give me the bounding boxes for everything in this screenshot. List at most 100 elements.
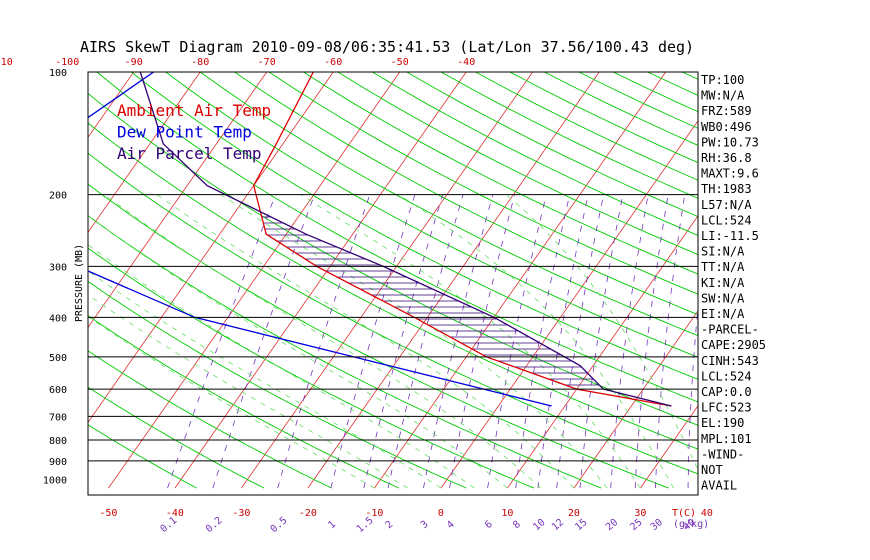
bottom-temp-tick-label: 20 <box>568 508 580 519</box>
mixing-ratio-line <box>449 194 515 489</box>
index-label: CINH:543 <box>701 354 759 368</box>
mixing-ratio-line <box>687 303 698 489</box>
top-temp-tick-label: -60 <box>324 57 342 68</box>
mixing-ratio-line <box>487 194 547 489</box>
isotherm-line <box>0 72 1 488</box>
top-temp-tick-label: -100 <box>55 57 79 68</box>
dry-adiabat-line <box>372 72 698 236</box>
dry-adiabat-line <box>337 72 698 256</box>
index-label: EL:190 <box>701 416 744 430</box>
mixing-ratio-tick-label: 25 <box>628 517 644 533</box>
mixing-ratio-line <box>387 194 464 489</box>
index-label: FRZ:589 <box>701 104 752 118</box>
bottom-temp-tick-label: -10 <box>365 508 383 519</box>
dry-adiabat-line <box>88 386 265 489</box>
pressure-tick-label: 300 <box>49 262 67 273</box>
dry-adiabat-line <box>199 72 698 337</box>
dry-adiabat-line <box>165 72 698 358</box>
mixing-ratio-tick-label: 0.5 <box>269 515 290 535</box>
isotherm-line <box>507 215 698 489</box>
pressure-tick-label: 700 <box>49 412 67 423</box>
dry-adiabat-line <box>88 152 698 475</box>
index-label: LCL:524 <box>701 213 752 227</box>
index-label: PW:10.73 <box>701 135 759 149</box>
moist-adiabat-line <box>104 194 541 489</box>
moist-adiabat-line <box>88 270 442 489</box>
bottom-temp-tick-label: 40 <box>701 508 713 519</box>
top-temp-tick-label: -90 <box>125 57 143 68</box>
mixing-ratio-tick-label: 10 <box>531 517 547 533</box>
isotherm-line <box>88 72 334 423</box>
pressure-tick-label: 100 <box>49 68 67 79</box>
pressure-tick-labels: 100 200 300 400 500 600 700 800 900 1000 <box>43 68 67 487</box>
index-label: KI:N/A <box>701 276 745 290</box>
index-label: LCL:524 <box>701 369 752 383</box>
mixing-ratio-line <box>556 194 604 489</box>
index-label: TP:100 <box>701 73 744 87</box>
legend-entry: Ambient Air Temp <box>117 101 271 120</box>
isotherm-line <box>88 72 201 233</box>
index-label: SW:N/A <box>701 291 745 305</box>
pressure-tick-label: 900 <box>49 457 67 468</box>
mixing-ratio-line <box>579 194 624 489</box>
mixing-ratio-tick-label: 0.2 <box>204 515 225 535</box>
pressure-tick-label: 400 <box>49 313 67 324</box>
bottom-temp-tick-label: 10 <box>501 508 513 519</box>
legend-entry: Air Parcel Temp <box>117 144 262 163</box>
index-label: LI:-11.5 <box>701 229 759 243</box>
index-label: CAP:0.0 <box>701 385 752 399</box>
index-label: WB0:496 <box>701 120 752 134</box>
dry-adiabat-line <box>751 72 870 488</box>
index-label: SI:N/A <box>701 245 745 259</box>
index-label: CAPE:2905 <box>701 338 766 352</box>
moist-adiabat-line <box>88 244 475 489</box>
dry-adiabat-line <box>88 247 535 489</box>
bottom-temp-tick-label: -30 <box>232 508 250 519</box>
mixing-ratio-line <box>423 194 494 489</box>
dry-adiabat-line <box>509 72 698 164</box>
bottom-temp-tick-label: -50 <box>99 508 117 519</box>
top-temp-tick-labels: -120-110-100-90-80-70-60-50-40 <box>0 57 475 68</box>
index-label: -PARCEL- <box>701 323 759 337</box>
dry-adiabat-line <box>88 424 197 489</box>
bottom-temp-tick-labels: -50 -40 -30 -20 -10 0 10 20 30 40 <box>99 508 713 519</box>
mixing-ratio-tick-label: 20 <box>604 517 620 533</box>
mixing-ratio-line <box>167 194 276 489</box>
isobars <box>88 194 698 462</box>
moist-adiabat-line <box>156 194 575 489</box>
isotherm-line <box>108 72 401 489</box>
index-label: MAXT:9.6 <box>701 167 759 181</box>
dry-adiabat-line <box>96 72 698 403</box>
index-label: L57:N/A <box>701 198 752 212</box>
dry-adiabat-line <box>131 72 698 380</box>
index-label: -WIND- <box>701 447 744 461</box>
top-temp-tick-label: -110 <box>0 57 13 68</box>
isotherm-line <box>174 72 467 489</box>
plot-frame <box>87 71 699 496</box>
index-label: EI:N/A <box>701 307 745 321</box>
bottom-temp-tick-label: -40 <box>166 508 184 519</box>
dry-adiabat-line <box>88 280 467 489</box>
mixing-ratio-line <box>537 194 589 489</box>
bottom-temp-tick-label: 0 <box>438 508 444 519</box>
isotherm-line <box>88 72 268 328</box>
dry-adiabat-line <box>440 72 698 199</box>
isotherm-line <box>573 310 698 489</box>
x-axis-label: T(C) <box>672 508 696 519</box>
legend: Ambient Air Temp Dew Point Temp Air Parcel… <box>117 101 271 163</box>
dry-adiabat-line <box>88 183 669 489</box>
pressure-tick-label: 200 <box>49 191 67 202</box>
bottom-temp-tick-label: 30 <box>634 508 646 519</box>
mixing-ratio-line <box>634 194 669 489</box>
mixing-ratio-tick-label: 4 <box>445 519 457 531</box>
index-label: AVAIL <box>701 479 737 493</box>
index-label: TT:N/A <box>701 260 745 274</box>
dewpoint-series-line <box>88 72 552 407</box>
pressure-tick-label: 1000 <box>43 476 67 487</box>
dry-adiabat-line <box>88 350 332 489</box>
chart-title: AIRS SkewT Diagram 2010-09-08/06:35:41.5… <box>80 38 694 56</box>
dry-adiabat-line <box>88 122 698 450</box>
isotherm-line <box>241 72 534 489</box>
dry-adiabat-line <box>88 92 698 426</box>
mixing-ratio-line <box>655 194 686 489</box>
